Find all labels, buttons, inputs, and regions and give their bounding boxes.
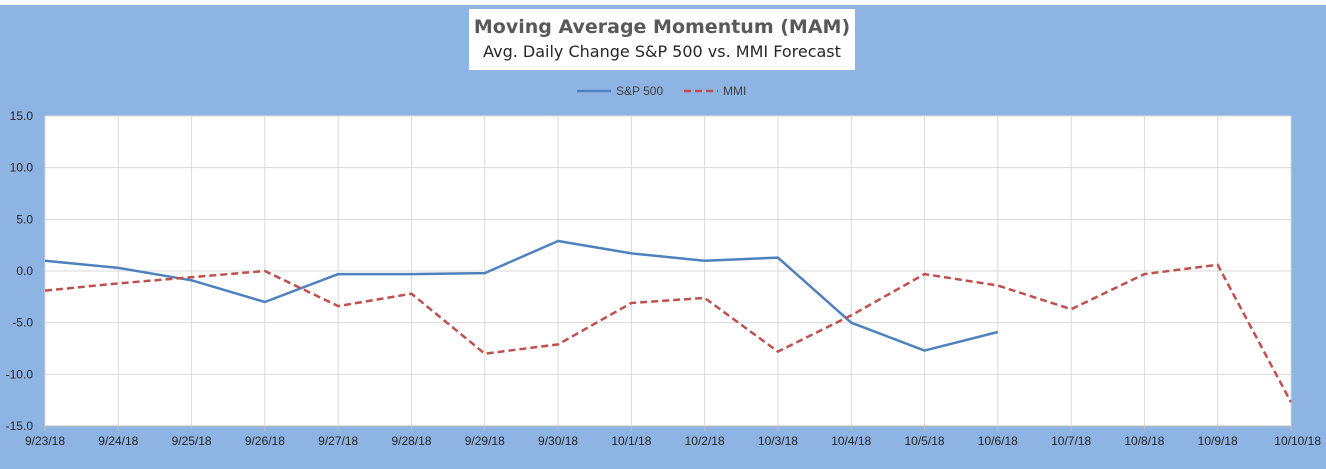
x-tick-label: 10/4/18 [831,434,871,448]
y-tick-label: 0.0 [16,264,33,278]
series-lines [44,239,1293,403]
x-tick-label: 10/9/18 [1198,434,1238,448]
chart-subtitle: Avg. Daily Change S&P 500 vs. MMI Foreca… [483,42,841,61]
y-tick-label: 10.0 [10,161,34,175]
x-tick-label: 9/26/18 [245,434,285,448]
x-tick-label: 9/29/18 [465,434,505,448]
series-line-sp500 [44,239,999,352]
y-tick-label: 5.0 [16,212,33,226]
chart-title-box: Moving Average Momentum (MAM) Avg. Daily… [469,9,855,70]
chart-title: Moving Average Momentum (MAM) [473,16,851,38]
x-axis: 9/23/18 9/24/18 9/25/18 9/26/18 9/27/18 9/28/… [25,425,1321,448]
y-axis: -15.0 -10.0 -5.0 0.0 5.0 10.0 15.0 [6,109,34,433]
x-tick-label: 10/1/18 [611,434,651,448]
x-tick-label: 10/8/18 [1124,434,1164,448]
x-tick-label: 9/28/18 [391,434,431,448]
x-tick-label: 9/24/18 [98,434,138,448]
legend-label: MMI [723,84,746,98]
legend-label: S&P 500 [616,84,663,98]
y-tick-label: -10.0 [6,367,34,381]
x-tick-label: 10/10/18 [1274,434,1321,448]
y-tick-label: -15.0 [6,419,34,433]
x-tick-label: 9/23/18 [25,434,65,448]
y-tick-label: -5.0 [12,316,33,330]
x-tick-label: 10/5/18 [905,434,945,448]
x-tick-label: 9/25/18 [172,434,212,448]
y-tick-label: 15.0 [10,109,34,123]
series-line-mmi [44,263,1293,403]
x-tick-label: 9/30/18 [538,434,578,448]
x-tick-label: 10/2/18 [685,434,725,448]
x-tick-label: 9/27/18 [318,434,358,448]
x-tick-label: 10/7/18 [1051,434,1091,448]
window-top-strip [0,0,1326,5]
x-tick-label: 10/3/18 [758,434,798,448]
legend: S&P 500 MMI [577,84,746,98]
x-tick-label: 10/6/18 [978,434,1018,448]
